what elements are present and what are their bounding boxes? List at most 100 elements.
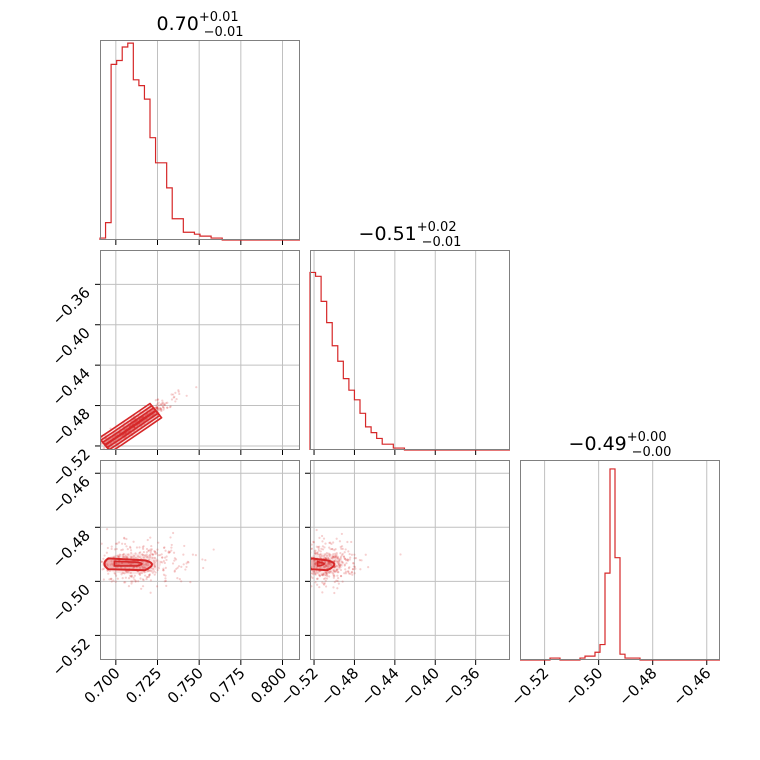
scatter-point [142, 556, 145, 559]
scatter-point [142, 547, 145, 550]
scatter-point [322, 554, 326, 558]
scatter-point [124, 432, 127, 435]
scatter-point [315, 545, 318, 548]
scatter-point [155, 585, 159, 588]
scatter-point [335, 568, 339, 571]
scatter-point [122, 552, 125, 556]
density-core [104, 409, 157, 446]
scatter-point [108, 569, 111, 573]
scatter-point [333, 574, 336, 578]
scatter-point [311, 571, 314, 574]
scatter-point [130, 580, 133, 583]
scatter-point [156, 407, 159, 410]
scatter-point [123, 581, 126, 584]
scatter-point [170, 549, 173, 552]
scatter-point [180, 565, 183, 568]
scatter-point [315, 566, 318, 569]
scatter-point [162, 560, 165, 563]
title-param-3: −0.49+0.00 −0.00 [569, 430, 672, 460]
scatter-point [328, 541, 331, 544]
scatter-point [127, 577, 131, 580]
scatter-point [149, 548, 152, 551]
scatter-point [146, 538, 149, 542]
scatter-point [340, 545, 344, 548]
scatter-point [320, 573, 323, 577]
x-tick-label: −0.48 [615, 664, 660, 709]
scatter-point [325, 551, 328, 555]
scatter-point [126, 556, 129, 559]
scatter-point [173, 395, 176, 398]
scatter-point [120, 566, 123, 569]
y-tick-label: −0.52 [49, 635, 94, 680]
scatter-point [317, 573, 321, 577]
scatter-point [161, 403, 164, 406]
scatter-point [322, 565, 325, 568]
scatter-point [100, 542, 103, 545]
scatter-point [312, 540, 315, 543]
scatter-point [303, 563, 305, 565]
scatter-point [153, 550, 156, 553]
scatter-point [129, 563, 132, 566]
scatter-point [305, 563, 307, 565]
scatter-point [202, 566, 205, 570]
scatter-point [132, 576, 135, 579]
scatter-point [185, 565, 188, 569]
scatter-point [328, 546, 331, 549]
scatter-point [102, 578, 105, 581]
scatter-point [127, 570, 130, 573]
joint-panel-1-2 [100, 386, 198, 453]
scatter-point [345, 562, 348, 565]
scatter-point [148, 556, 152, 559]
scatter-point [313, 565, 316, 568]
scatter-point [343, 563, 346, 566]
panel-grid [313, 250, 477, 455]
scatter-point [336, 574, 339, 577]
scatter-point [336, 571, 339, 574]
scatter-point [157, 567, 161, 570]
density-contour [310, 557, 336, 572]
scatter-point [156, 569, 159, 572]
scatter-point [143, 566, 146, 570]
scatter-point [353, 565, 357, 568]
scatter-point [166, 401, 169, 404]
scatter-point [320, 534, 324, 538]
scatter-point [143, 571, 146, 574]
scatter-point [167, 550, 170, 553]
scatter-point [350, 553, 354, 556]
scatter-point [322, 582, 325, 585]
scatter-point [320, 554, 323, 558]
scatter-point [311, 576, 314, 580]
scatter-point [129, 546, 132, 549]
scatter-point [130, 551, 133, 554]
scatter-point [106, 546, 109, 550]
scatter-point [343, 572, 346, 575]
scatter-point [162, 569, 165, 572]
scatter-point [142, 566, 145, 569]
scatter-point [140, 565, 144, 568]
plot-layer: −0.52 −0.50 −0.48 −0.46−0.52−0.48−0.44−0.40… [49, 40, 720, 709]
scatter-point [153, 565, 157, 568]
scatter-point [317, 547, 320, 550]
scatter-point [182, 553, 185, 556]
scatter-point [352, 567, 355, 571]
scatter-point [336, 560, 339, 563]
scatter-point [149, 591, 152, 594]
scatter-point [334, 554, 337, 557]
scatter-point [326, 577, 329, 580]
scatter-point [323, 565, 327, 568]
scatter-point [317, 549, 321, 552]
scatter-point [346, 558, 349, 561]
scatter-point [102, 451, 104, 453]
scatter-point [330, 547, 334, 551]
scatter-point [335, 553, 338, 556]
scatter-point [165, 584, 168, 587]
scatter-point [286, 594, 288, 596]
scatter-point [341, 547, 344, 551]
panel-grid: −0.52 −0.50 −0.48 −0.46 [507, 460, 715, 709]
scatter-point [322, 577, 326, 580]
scatter-point [351, 573, 354, 576]
scatter-point [171, 531, 175, 535]
scatter-point [328, 575, 331, 578]
scatter-point [157, 401, 160, 404]
scatter-point [321, 548, 325, 551]
